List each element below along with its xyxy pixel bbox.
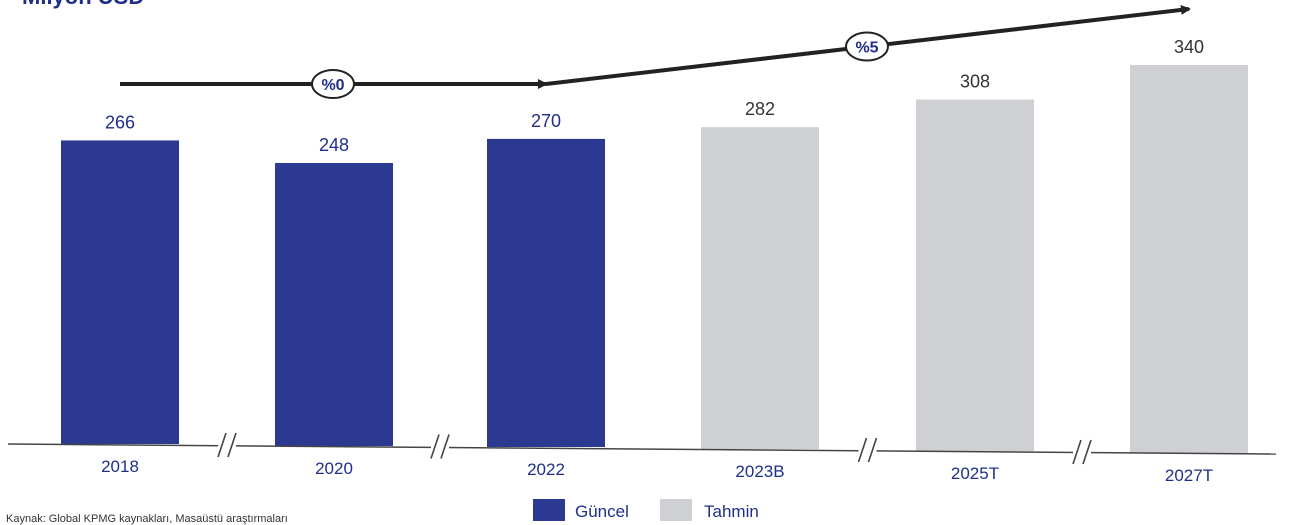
tick-label-2018: 2018 [101, 457, 139, 476]
axis-break-mark-2025T-1 [1082, 439, 1092, 465]
axis-break-mark-2023B-0 [857, 437, 868, 463]
tick-labels: 2018 2020 2022 2023B 2025T 2027T [101, 457, 1213, 485]
tick-label-2023B: 2023B [735, 462, 784, 481]
bar-2027T [1130, 65, 1248, 453]
value-label-2023B: 282 [745, 99, 775, 119]
axis-break-mark-2018-1 [227, 432, 237, 458]
bar-2025T [916, 99, 1034, 452]
tick-label-2025T: 2025T [951, 464, 999, 483]
value-label-2027T: 340 [1174, 37, 1204, 57]
axis-break-mark-2020-1 [440, 434, 450, 459]
bar-2023B [701, 127, 819, 449]
tick-label-2020: 2020 [315, 459, 353, 478]
axis-breaks [217, 432, 1092, 465]
growth-badge-2 [845, 31, 889, 62]
axis-break-mark-2018-0 [217, 432, 227, 458]
axis-break-gap-2018 [218, 432, 236, 458]
axis-break-gap-2020 [431, 433, 449, 460]
growth-badge-1 [311, 69, 355, 99]
growth-label-1: %0 [321, 77, 344, 94]
legend: Güncel Tahmin [533, 499, 759, 521]
axis-break-mark-2020-0 [430, 434, 440, 459]
bars [61, 65, 1248, 453]
axis-break-gap-2023B [858, 437, 877, 463]
value-label-2025T: 308 [960, 72, 990, 92]
legend-swatch-forecast [660, 499, 692, 521]
value-label-2022: 270 [531, 111, 561, 131]
legend-label-forecast: Tahmin [704, 502, 759, 521]
growth-annotations: %0 %5 [120, 4, 1191, 99]
bar-2018 [61, 140, 179, 444]
growth-label-2: %5 [855, 40, 878, 57]
legend-label-actual: Güncel [575, 502, 629, 521]
bar-2020 [275, 162, 393, 447]
tick-label-2027T: 2027T [1165, 466, 1213, 485]
value-label-2018: 266 [105, 112, 135, 132]
axis-break-mark-2023B-1 [867, 437, 878, 463]
bar-2022 [487, 138, 605, 447]
axis-break-gap-2025T [1073, 439, 1091, 465]
legend-swatch-actual [533, 499, 565, 521]
value-labels: 266 248 270 282 308 340 [105, 37, 1204, 155]
tick-label-2022: 2022 [527, 460, 565, 479]
source-note: Kaynak: Global KPMG kaynakları, Masaüstü… [6, 513, 288, 525]
axis-break-mark-2025T-0 [1072, 439, 1082, 465]
value-label-2020: 248 [319, 135, 349, 155]
unit-label: Milyon USD [22, 0, 144, 9]
